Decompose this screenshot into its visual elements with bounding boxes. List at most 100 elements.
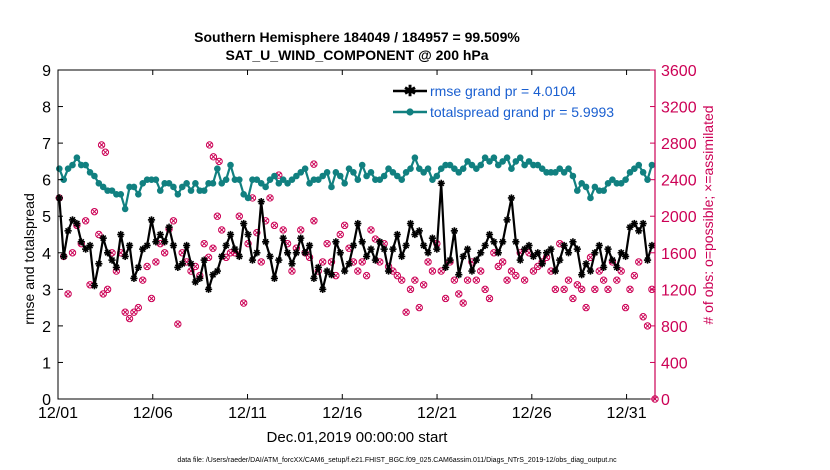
obs-assimilated-marker — [87, 282, 93, 288]
obs-assimilated-marker — [311, 161, 317, 167]
rmse-point-stroke — [78, 238, 85, 245]
totalspread-point — [459, 165, 467, 172]
rmse-point-stroke — [302, 249, 309, 256]
obs-marker — [415, 303, 423, 312]
totalspread-point — [626, 169, 634, 176]
rmse-point — [393, 230, 401, 239]
rmse-point — [595, 241, 603, 250]
obs-possible-marker — [68, 249, 77, 257]
totalspread-point — [363, 172, 370, 180]
obs-marker — [358, 258, 366, 266]
totalspread-point — [468, 161, 476, 169]
obs-assimilated-marker — [192, 263, 199, 270]
totalspread-point — [525, 158, 533, 165]
obs-possible-marker — [270, 221, 279, 230]
rmse-point — [327, 271, 336, 279]
rmse-point — [648, 241, 656, 250]
obs-assimilated-marker — [206, 142, 213, 148]
obs-possible-marker — [591, 285, 599, 294]
rmse-point-stroke — [490, 238, 498, 245]
rmse-point — [235, 252, 243, 261]
rmse-point-stroke — [508, 194, 515, 202]
obs-possible-marker — [393, 271, 402, 280]
rmse-point — [341, 267, 349, 275]
obs-marker — [90, 207, 99, 216]
totalspread-point — [293, 172, 300, 180]
obs-possible-marker — [639, 313, 647, 321]
obs-marker — [323, 239, 331, 248]
rmse-point — [639, 219, 647, 228]
rmse-point — [108, 256, 116, 264]
obs-possible-marker — [218, 226, 226, 234]
rmse-point — [292, 249, 300, 257]
rmse-point-stroke — [205, 286, 212, 293]
obs-possible-marker — [99, 290, 107, 298]
obs-possible-marker — [564, 276, 573, 284]
obs-possible-marker — [253, 228, 261, 237]
obs-marker — [257, 258, 265, 266]
obs-possible-marker — [450, 276, 459, 284]
totalspread-point — [253, 176, 261, 183]
obs-possible-marker — [323, 239, 331, 248]
rmse-point — [630, 219, 638, 228]
rmse-point-stroke — [561, 242, 568, 249]
totalspread-point — [398, 176, 406, 183]
totalspread-point — [622, 176, 629, 183]
obs-possible-marker — [437, 267, 445, 275]
rmse-point-stroke — [416, 227, 423, 234]
rmse-point — [314, 263, 322, 271]
obs-assimilated-marker — [175, 321, 181, 327]
rmse-point — [389, 245, 397, 253]
axes: 0 1 2 3 4 5 6 7 8 9 0 400 800 1200 1600 2000 2400 2800 320… — [38, 63, 697, 422]
obs-possible-marker — [288, 267, 296, 275]
obs-assimilated-marker — [399, 277, 405, 283]
totalspread-point — [284, 180, 291, 187]
rmse-point-stroke — [157, 231, 164, 238]
rmse-point — [222, 241, 230, 250]
rmse-point-stroke — [385, 267, 392, 275]
obs-assimilated-marker — [421, 282, 427, 288]
rmse-point — [442, 263, 450, 271]
obs-marker — [547, 267, 555, 275]
totalspread-point — [648, 161, 656, 169]
rmse-point — [485, 230, 494, 239]
totalspread-point — [565, 165, 572, 172]
rmse-point-stroke — [648, 242, 656, 249]
obs-marker — [235, 212, 243, 220]
obs-assimilated-marker — [333, 272, 339, 279]
rmse-point — [406, 219, 415, 228]
obs-assimilated-marker — [500, 259, 506, 265]
totalspread-point — [644, 176, 651, 183]
obs-possible-marker — [90, 207, 99, 216]
rmse-point-stroke — [420, 242, 427, 249]
totalspread-point — [130, 183, 138, 191]
obs-possible-marker — [534, 262, 542, 271]
totalspread-point — [389, 169, 397, 176]
totalspread-point — [508, 165, 515, 172]
rmse-point — [165, 223, 173, 231]
x-tick-label: 12/11 — [228, 405, 267, 422]
rmse-point — [253, 249, 261, 257]
totalspread-point — [297, 169, 305, 176]
rmse-point — [551, 267, 559, 275]
totalspread-point — [240, 190, 247, 198]
obs-marker — [362, 271, 371, 280]
obs-possible-marker — [582, 303, 590, 312]
obs-marker — [160, 249, 169, 257]
y-left-tick-label: 5 — [42, 209, 51, 226]
obs-possible-marker — [472, 276, 481, 284]
obs-possible-marker — [494, 262, 502, 271]
rmse-point — [178, 260, 186, 268]
rmse-point — [183, 241, 191, 250]
rmse-point — [600, 263, 608, 271]
obs-possible-marker — [358, 258, 366, 266]
obs-possible-marker — [354, 267, 362, 275]
obs-marker — [507, 267, 516, 275]
rmse-point-stroke — [143, 242, 151, 249]
obs-assimilated-marker — [416, 304, 422, 311]
obs-assimilated-marker — [210, 154, 217, 160]
rmse-point-stroke — [231, 246, 239, 253]
rmse-point-stroke — [424, 249, 432, 256]
obs-assimilated-marker — [241, 300, 247, 306]
totalspread-point — [56, 165, 63, 172]
